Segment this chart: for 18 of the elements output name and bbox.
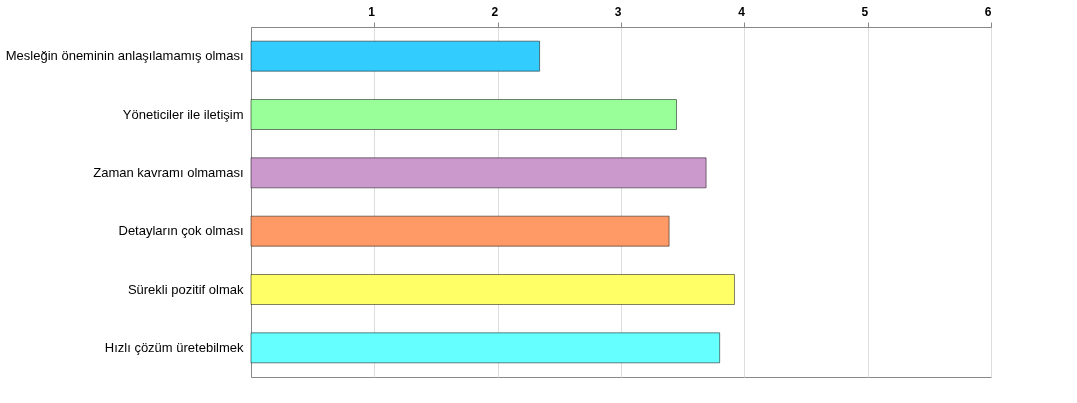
x-tick-label: 6	[984, 4, 992, 19]
x-tick-label: 3	[614, 4, 622, 19]
x-tick-label: 4	[738, 4, 746, 19]
x-tick-label: 2	[491, 4, 499, 19]
y-tick-label: Zaman kavramı olmaması	[93, 164, 244, 180]
x-tick-label: 5	[861, 4, 869, 19]
bar	[250, 99, 677, 130]
y-tick-label: Yöneticiler ile iletişim	[122, 106, 244, 122]
bar	[250, 40, 540, 72]
bar	[250, 274, 735, 305]
y-tick-label: Hızlı çözüm üretebilmek	[104, 339, 244, 355]
bar	[250, 215, 670, 247]
bar	[250, 157, 707, 189]
bar	[250, 332, 720, 364]
y-tick-label: Detayların çok olması	[118, 223, 244, 239]
x-tick-label: 1	[368, 4, 376, 19]
y-tick-label: Sürekli pozitif olmak	[127, 281, 244, 297]
y-tick-label: Mesleğin öneminin anlaşılamamış olması	[5, 48, 244, 64]
